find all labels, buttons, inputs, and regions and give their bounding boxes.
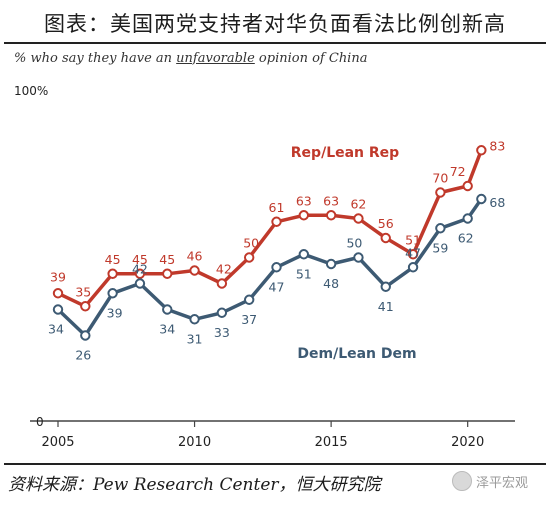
title-divider [4, 42, 546, 44]
x-tick-label: 2020 [451, 435, 484, 450]
rep-data-point [189, 265, 200, 276]
x-tick-label: 2015 [315, 435, 348, 450]
rep-data-point [407, 249, 419, 260]
dem-data-point [325, 258, 337, 270]
rep-data-point [243, 252, 255, 263]
dem-data-label: 26 [75, 348, 91, 363]
rep-data-label: 63 [323, 193, 339, 208]
rep-data-point [325, 210, 337, 221]
dem-data-label: 47 [405, 245, 421, 260]
rep-data-point [80, 301, 91, 312]
rep-data-point [435, 187, 446, 198]
dem-data-label: 39 [107, 305, 123, 320]
dem-data-label: 50 [346, 236, 362, 251]
rep-data-label: 42 [216, 262, 232, 277]
rep-series-label: Rep/Lean Rep [291, 145, 399, 161]
dem-series-label: Dem/Lean Dem [297, 346, 416, 362]
dem-data-point [407, 262, 419, 273]
rep-data-point [462, 180, 473, 192]
rep-data-label: 35 [75, 284, 91, 299]
subtitle-prefix: % who say they have an [14, 51, 177, 66]
dem-data-label: 47 [269, 279, 285, 294]
rep-data-label: 46 [187, 249, 203, 264]
rep-data-point [476, 145, 487, 156]
rep-data-label: 70 [432, 171, 448, 186]
rep-data-point [107, 268, 118, 279]
x-tick-label: 2010 [178, 435, 211, 450]
dem-data-label: 34 [48, 322, 64, 337]
source-note: 资料来源：Pew Research Center，恒大研究院 [8, 475, 381, 495]
dem-data-point [134, 278, 146, 289]
dem-data-label: 48 [323, 276, 339, 291]
rep-data-point [353, 213, 364, 224]
dem-data-label: 34 [159, 322, 175, 337]
rep-data-point [216, 278, 228, 289]
dem-data-point [162, 304, 173, 315]
chart-subtitle: % who say they have an unfavorable opini… [14, 51, 367, 66]
rep-data-label: 83 [489, 138, 505, 153]
wechat-logo-icon [452, 471, 472, 491]
dem-data-label: 68 [489, 195, 505, 210]
dem-data-point [216, 307, 228, 318]
watermark-text: 泽平宏观 [476, 475, 529, 491]
rep-data-label: 62 [350, 197, 366, 212]
rep-data-point [380, 232, 391, 244]
dem-data-point [435, 223, 446, 234]
dem-data-label: 33 [214, 325, 230, 340]
dem-data-label: 59 [432, 240, 448, 255]
dem-data-point [243, 294, 255, 305]
dem-data-label: 62 [458, 231, 474, 246]
dem-data-label: 41 [378, 299, 394, 314]
dem-data-label: 37 [241, 312, 257, 327]
footer-divider [4, 463, 546, 465]
watermark: 泽平宏观 [452, 470, 544, 492]
dem-data-point [52, 304, 64, 315]
rep-data-label: 63 [296, 193, 312, 208]
dem-data-point [271, 262, 282, 273]
dem-data-point [80, 330, 91, 341]
dem-data-point [298, 249, 310, 260]
dem-data-point [476, 193, 487, 205]
rep-data-label: 51 [405, 232, 421, 247]
rep-data-point [271, 216, 282, 227]
subtitle-suffix: opinion of China [254, 51, 368, 66]
rep-data-point [52, 288, 64, 299]
subtitle-emphasis: unfavorable [176, 51, 255, 66]
rep-data-label: 39 [50, 269, 66, 284]
y-tick-label: 0 [36, 415, 44, 429]
rep-data-label: 45 [105, 252, 121, 267]
dem-data-point [189, 314, 200, 325]
dem-data-point [353, 252, 364, 263]
dem-data-label: 42 [132, 262, 148, 277]
dem-data-label: 31 [187, 331, 203, 346]
dem-data-label: 51 [296, 266, 312, 281]
chart-title: 图表：美国两党支持者对华负面看法比例创新高 [44, 12, 506, 36]
line-chart: 2005 2010 2015 2020 100% 0 39 35 45 45 45 46 42 50 61 6… [14, 84, 515, 450]
rep-data-point [298, 210, 310, 221]
x-tick-label: 2005 [41, 435, 74, 450]
rep-data-label: 56 [378, 216, 394, 231]
dem-data-point [107, 288, 118, 299]
rep-data-label: 45 [159, 252, 175, 267]
dem-data-point [380, 281, 391, 292]
y-tick-label: 100% [14, 84, 48, 98]
rep-data-point [162, 268, 173, 279]
rep-data-label: 50 [243, 236, 259, 251]
rep-data-label: 61 [269, 200, 285, 215]
rep-data-label: 72 [450, 164, 466, 179]
rep-data-label: 45 [132, 252, 148, 267]
dem-data-point [462, 213, 473, 224]
rep-data-point [134, 268, 146, 279]
